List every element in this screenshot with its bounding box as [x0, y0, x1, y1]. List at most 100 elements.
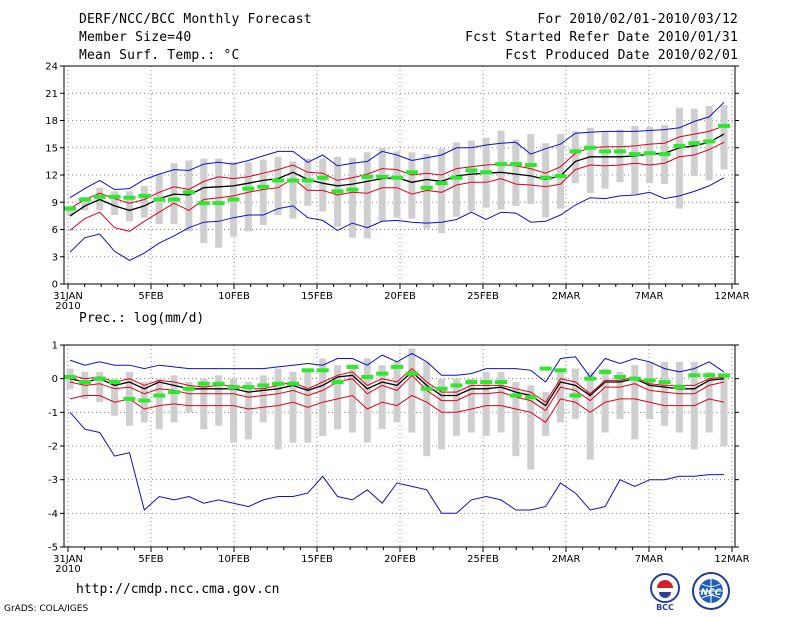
x-tick-label: 12MAR — [714, 291, 749, 302]
variable-label: Mean Surf. Temp.: °C — [79, 48, 240, 63]
ensemble-box — [408, 348, 416, 433]
observed-mark — [524, 395, 537, 400]
ensemble-box — [512, 139, 520, 206]
y-tick-label: -1 — [48, 408, 58, 419]
observed-mark — [628, 152, 641, 157]
observed-mark — [138, 398, 151, 403]
observed-mark — [435, 181, 448, 186]
ensemble-box — [304, 368, 312, 443]
series-minimum — [69, 411, 724, 514]
ensemble-box — [452, 378, 460, 436]
ensemble-box — [497, 371, 505, 433]
y-tick-label: -5 — [48, 543, 58, 554]
ensemble-box — [467, 140, 475, 212]
observed-mark — [420, 386, 433, 391]
observed-mark — [331, 189, 344, 194]
observed-mark — [688, 141, 701, 146]
observed-mark — [405, 371, 418, 376]
ensemble-box — [200, 378, 208, 430]
y-tick-label: 15 — [45, 143, 58, 154]
observed-mark — [272, 381, 285, 386]
ensemble-box — [616, 371, 624, 420]
ensemble-box — [185, 382, 193, 413]
observed-mark — [168, 197, 181, 202]
footer-url[interactable]: http://cmdp.ncc.cma.gov.cn — [76, 582, 280, 597]
observed-mark — [450, 383, 463, 388]
x-year-label: 2010 — [55, 301, 80, 312]
observed-mark — [168, 390, 181, 395]
ensemble-box — [497, 130, 505, 210]
observed-mark — [420, 185, 433, 190]
observed-mark — [658, 380, 671, 385]
ensemble-box — [393, 361, 401, 423]
observed-mark — [376, 371, 389, 376]
observed-mark — [108, 194, 121, 199]
y-tick-label: 0 — [52, 374, 58, 385]
ensemble-box — [423, 361, 431, 457]
bcc-logo-text: BCC — [656, 603, 674, 612]
y-tick-label: 1 — [52, 341, 58, 352]
observed-mark — [495, 162, 508, 167]
ensemble-box — [601, 368, 609, 433]
observed-mark — [703, 139, 716, 144]
observed-mark — [673, 143, 686, 148]
ensemble-box — [81, 196, 89, 211]
ensemble-box — [259, 375, 267, 423]
observed-mark — [569, 393, 582, 398]
ensemble-box — [631, 125, 639, 195]
ensemble-box — [586, 371, 594, 460]
ensemble-box — [66, 205, 74, 216]
ensemble-box — [408, 152, 416, 219]
ensemble-box — [378, 147, 386, 222]
ensemble-box — [215, 375, 223, 426]
series-minimum — [69, 177, 725, 261]
observed-mark — [197, 381, 210, 386]
ncc-logo: NCC — [690, 570, 732, 612]
x-tick-label: 2MAR — [552, 554, 581, 565]
observed-mark — [197, 201, 210, 206]
x-tick-label: 31JAN — [53, 291, 83, 302]
observed-mark — [64, 206, 76, 211]
observed-mark — [301, 368, 314, 373]
observed-mark — [108, 380, 121, 385]
observed-mark — [450, 175, 463, 180]
ensemble-box — [482, 371, 490, 436]
ensemble-box — [720, 105, 728, 170]
observed-mark — [435, 386, 448, 391]
ensemble-box — [170, 375, 178, 423]
observed-mark — [212, 201, 225, 206]
ensemble-box — [378, 365, 386, 430]
observed-mark — [242, 385, 255, 390]
observed-mark — [153, 197, 166, 202]
x-tick-label: 25FEB — [467, 554, 499, 565]
y-tick-label: -2 — [48, 442, 58, 453]
observed-mark — [242, 186, 255, 191]
ensemble-box — [557, 134, 564, 209]
observed-mark — [376, 174, 389, 179]
y-tick-label: 18 — [45, 116, 58, 127]
observed-mark — [257, 184, 270, 189]
observed-mark — [569, 149, 582, 154]
ensemble-box — [140, 185, 148, 218]
observed-mark — [391, 364, 403, 369]
observed-mark — [182, 386, 195, 391]
observed-mark — [227, 385, 240, 390]
ensemble-box — [438, 378, 446, 450]
observed-mark — [78, 380, 91, 385]
x-tick-label: 12MAR — [714, 554, 749, 565]
observed-mark — [673, 385, 686, 390]
x-tick-label: 5FEB — [138, 554, 163, 565]
ensemble-box — [111, 191, 119, 215]
y-tick-label: -3 — [48, 475, 58, 486]
observed-mark — [361, 374, 374, 379]
ensemble-box — [720, 375, 728, 446]
ensemble-box — [319, 158, 327, 212]
series-maximum — [69, 101, 725, 199]
observed-mark — [64, 374, 76, 379]
forecast-range: For 2010/02/01-2010/03/12 — [537, 12, 738, 27]
precip-variable-label: Prec.: log(mm/d) — [79, 311, 204, 326]
ensemble-box — [334, 365, 342, 430]
ensemble-box — [631, 365, 639, 440]
observed-mark — [405, 170, 418, 175]
